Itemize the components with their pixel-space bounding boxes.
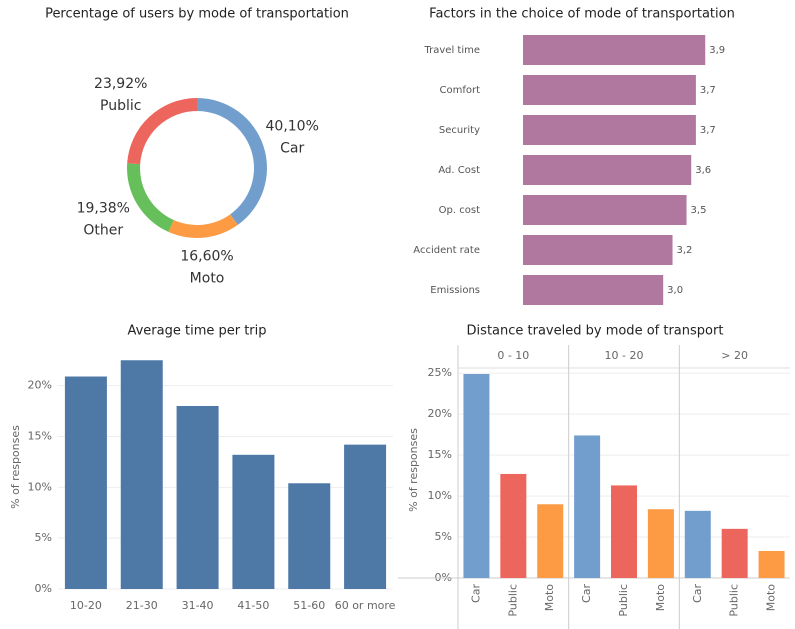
category-label: Op. cost [439,205,480,216]
bar [523,235,673,265]
y-tick-label: 20% [28,379,52,392]
category-label: Public [100,98,141,114]
category-label: Travel time [424,45,481,56]
y-axis-label: % of responses [407,428,420,512]
bar [523,275,664,305]
category-label: Other [83,222,123,238]
bar [574,435,601,578]
data-label: 40,10% [266,118,319,134]
data-label: 19,38% [77,200,130,216]
facet-label: 0 - 10 [497,349,529,362]
bar [721,528,748,578]
bar [537,504,564,578]
chart-title: Average time per trip [127,324,266,339]
data-label: 3,7 [700,85,716,96]
bar [523,35,706,65]
bar [120,360,163,589]
category-label: Car [280,140,304,156]
x-tick-label: 51-60 [293,599,325,612]
facet-label: > 20 [721,349,748,362]
x-tick-label: 21-30 [126,599,158,612]
x-tick-label: Moto [765,584,778,612]
category-label: Emissions [430,285,480,296]
data-label: 23,92% [94,76,147,92]
data-label: 3,6 [695,165,711,176]
data-label: 3,2 [677,245,693,256]
x-tick-label: 60 or more [335,599,396,612]
x-tick-label: Public [506,584,519,617]
donut-segment [126,163,174,232]
category-label: Comfort [439,85,480,96]
x-tick-label: Car [691,584,704,603]
y-tick-label: 10% [28,480,52,493]
bar [176,406,219,589]
chart-title: Percentage of users by mode of transport… [45,7,349,22]
y-tick-label: 5% [435,530,452,543]
y-tick-label: 20% [428,407,452,420]
y-tick-label: 15% [428,448,452,461]
bar [500,473,527,578]
x-tick-label: Car [469,584,482,603]
data-label: 3,0 [667,285,683,296]
data-label: 3,9 [709,45,725,56]
bar [523,115,696,145]
bar [647,509,674,578]
data-label: 16,60% [180,248,233,264]
chart-title: Distance traveled by mode of transport [467,324,724,339]
category-label: Accident rate [413,245,480,256]
data-label: 3,5 [691,205,707,216]
category-label: Moto [190,270,225,286]
x-tick-label: 31-40 [182,599,214,612]
bar [463,374,490,578]
y-axis-label: % of responses [9,425,22,509]
bar [758,550,785,578]
bar [684,510,711,578]
x-tick-label: Public [728,584,741,617]
bar [611,485,637,578]
x-tick-label: Moto [654,584,667,612]
chart-title: Factors in the choice of mode of transpo… [429,7,735,22]
bar [64,376,107,589]
y-tick-label: 0% [35,582,52,595]
y-tick-label: 10% [428,489,452,502]
y-tick-label: 5% [35,531,52,544]
category-label: Security [439,125,480,136]
category-label: Ad. Cost [438,165,480,176]
facet-label: 10 - 20 [605,349,644,362]
bar [288,483,331,589]
bar [344,444,387,589]
x-tick-label: Public [617,584,630,617]
x-tick-label: Car [580,584,593,603]
x-tick-label: 10-20 [70,599,102,612]
donut-segment [168,214,238,238]
y-tick-label: 15% [28,430,52,443]
y-tick-label: 25% [428,366,452,379]
data-label: 3,7 [700,125,716,136]
x-tick-label: Moto [543,584,556,612]
donut-segment [127,98,197,165]
donut-segment [197,98,267,225]
bar [523,75,696,105]
bar [232,454,275,589]
bar [523,155,692,185]
bar [523,195,687,225]
x-tick-label: 41-50 [237,599,269,612]
